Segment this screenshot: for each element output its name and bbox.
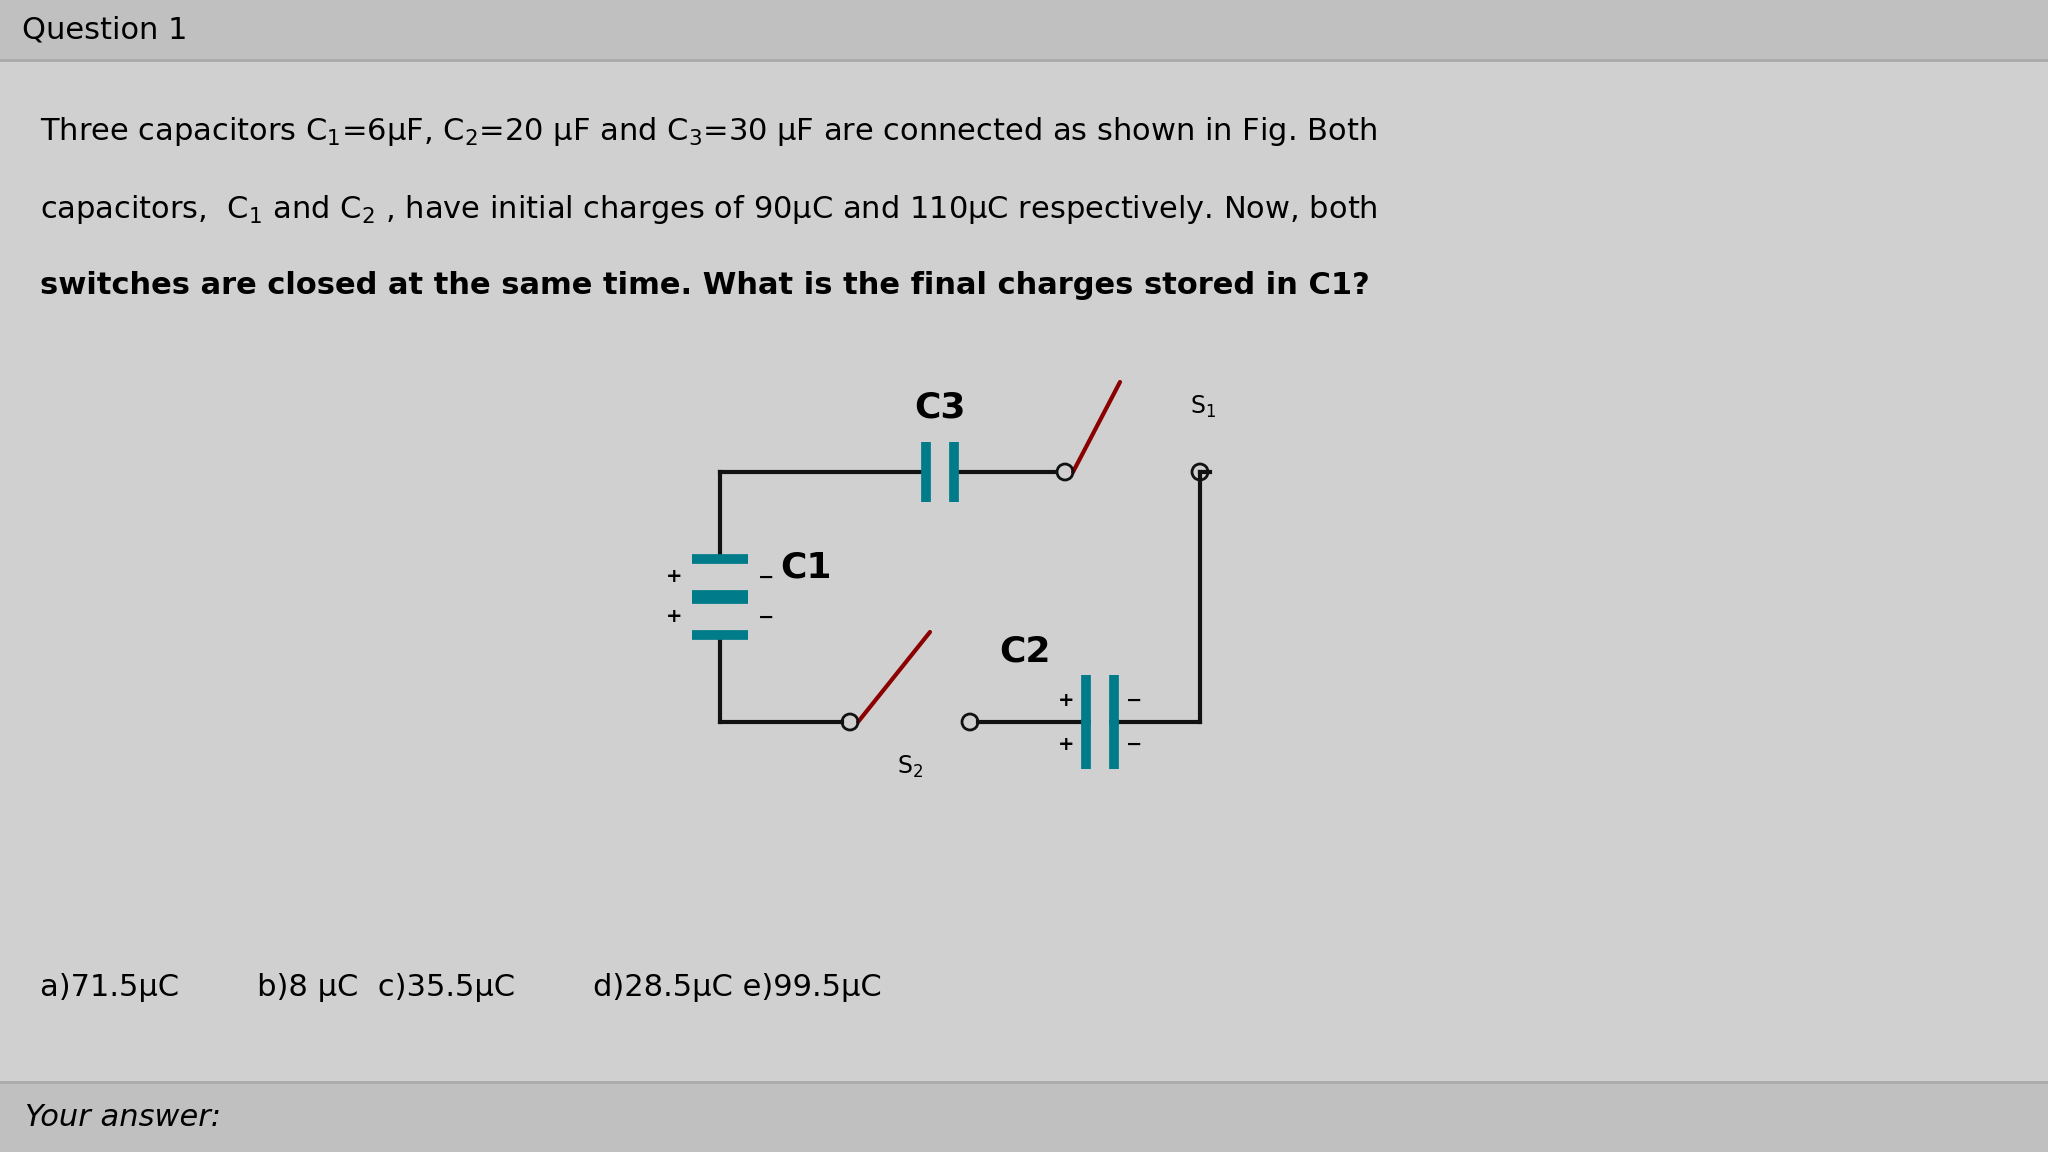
Text: S$_1$: S$_1$ xyxy=(1190,394,1217,420)
Text: capacitors,  C$_1$ and C$_2$ , have initial charges of 90μC and 110μC respective: capacitors, C$_1$ and C$_2$ , have initi… xyxy=(41,194,1378,226)
Text: Question 1: Question 1 xyxy=(23,15,188,45)
Text: switches are closed at the same time. What is the final charges stored in C1?: switches are closed at the same time. Wh… xyxy=(41,271,1370,300)
Text: −: − xyxy=(758,568,774,586)
Text: −: − xyxy=(1126,735,1143,753)
Text: a)71.5μC        b)8 μC  c)35.5μC        d)28.5μC e)99.5μC: a)71.5μC b)8 μC c)35.5μC d)28.5μC e)99.5… xyxy=(41,972,883,1001)
Text: −: − xyxy=(758,607,774,627)
Text: C3: C3 xyxy=(913,391,967,424)
Bar xyxy=(0,0,2048,60)
Bar xyxy=(0,1082,2048,1152)
Text: C2: C2 xyxy=(999,635,1051,669)
Text: Your answer:: Your answer: xyxy=(25,1102,221,1131)
Text: Three capacitors C$_1$=6μF, C$_2$=20 μF and C$_3$=30 μF are connected as shown i: Three capacitors C$_1$=6μF, C$_2$=20 μF … xyxy=(41,115,1376,147)
Text: +: + xyxy=(1057,735,1073,753)
Text: C1: C1 xyxy=(780,550,831,584)
Text: −: − xyxy=(1126,690,1143,710)
Text: +: + xyxy=(666,568,682,586)
Text: +: + xyxy=(666,607,682,627)
Text: S$_2$: S$_2$ xyxy=(897,753,924,780)
Text: +: + xyxy=(1057,690,1073,710)
